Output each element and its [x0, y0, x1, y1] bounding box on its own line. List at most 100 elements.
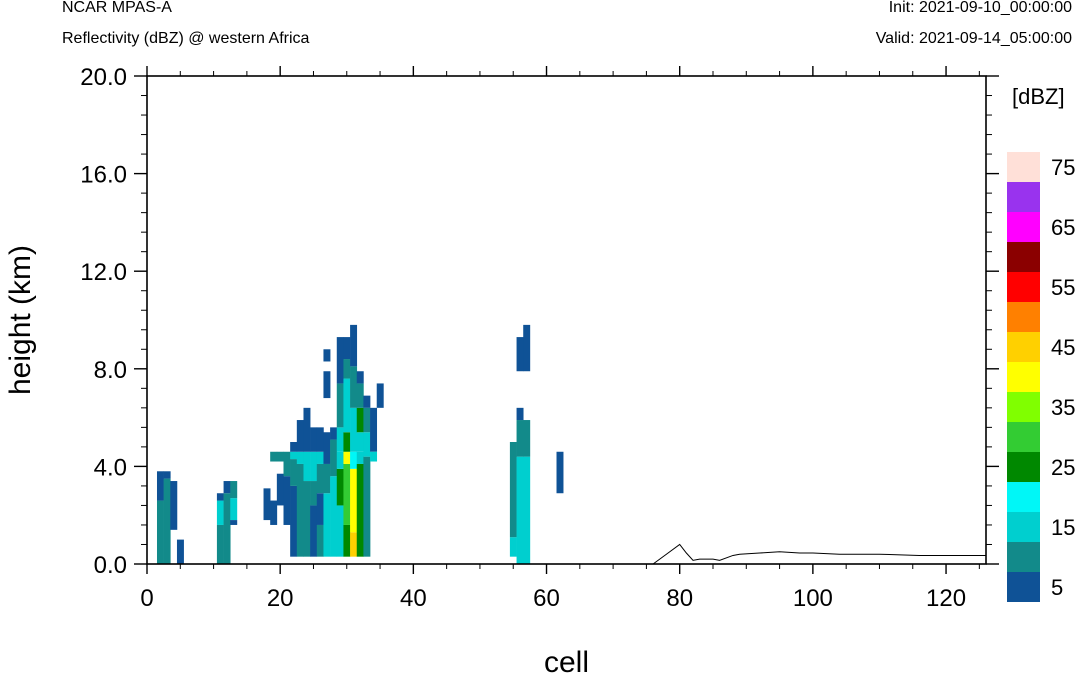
reflectivity-cell	[336, 337, 344, 384]
reflectivity-cell	[363, 432, 371, 457]
reflectivity-cells	[156, 324, 564, 564]
reflectivity-cell	[516, 407, 524, 421]
field-subtitle: Reflectivity (dBZ) @ western Africa	[62, 30, 310, 47]
colorbar-swatch	[1007, 182, 1040, 212]
reflectivity-cell	[290, 485, 298, 557]
reflectivity-cell	[523, 456, 531, 564]
reflectivity-cell	[350, 532, 358, 557]
colorbar-swatch	[1007, 422, 1040, 452]
reflectivity-cell	[310, 481, 318, 506]
reflectivity-cell	[556, 451, 564, 494]
colorbar-swatch	[1007, 542, 1040, 572]
reflectivity-cell	[216, 524, 224, 564]
colorbar-label: 5	[1051, 575, 1063, 600]
x-tick-label: 120	[926, 585, 966, 612]
colorbar-label: 55	[1051, 275, 1075, 300]
colorbar-swatch	[1007, 242, 1040, 272]
reflectivity-cell	[310, 427, 318, 452]
reflectivity-cell	[330, 427, 338, 440]
colorbar-title: [dBZ]	[1012, 84, 1065, 109]
reflectivity-cell	[230, 481, 238, 499]
y-tick-label: 20.0	[80, 64, 127, 91]
reflectivity-cell	[363, 407, 371, 433]
reflectivity-cell	[356, 463, 364, 557]
y-tick-label: 4.0	[94, 454, 127, 481]
reflectivity-cell	[330, 439, 338, 477]
reflectivity-cell	[336, 451, 344, 469]
reflectivity-cell	[343, 432, 351, 452]
reflectivity-cell	[356, 383, 364, 408]
reflectivity-cell	[343, 337, 351, 360]
reflectivity-cell	[276, 451, 284, 462]
reflectivity-cell	[523, 420, 531, 457]
colorbar-swatch	[1007, 392, 1040, 422]
model-title: NCAR MPAS-A	[62, 0, 172, 16]
reflectivity-cell	[516, 456, 524, 564]
reflectivity-cell	[223, 493, 231, 564]
reflectivity-cell	[336, 468, 344, 506]
reflectivity-cell	[343, 524, 351, 557]
reflectivity-cell	[216, 493, 224, 501]
reflectivity-cell	[370, 407, 378, 452]
colorbar-label: 25	[1051, 455, 1075, 480]
reflectivity-cell	[170, 481, 178, 530]
reflectivity-cell	[283, 476, 291, 525]
colorbar: 5 15 25 35 45 55 65 75	[1007, 152, 1075, 602]
y-tick-label: 12.0	[80, 259, 127, 286]
reflectivity-cell	[156, 471, 164, 501]
reflectivity-cell	[516, 420, 524, 457]
colorbar-swatch	[1007, 452, 1040, 482]
x-tick-label: 40	[400, 585, 427, 612]
reflectivity-cell	[356, 407, 364, 433]
colorbar-swatch	[1007, 152, 1040, 182]
reflectivity-cell	[323, 463, 331, 494]
reflectivity-cell	[316, 524, 324, 557]
terrain-line	[147, 543, 986, 565]
reflectivity-cell	[523, 324, 531, 372]
y-axis-label: height (km)	[4, 245, 37, 395]
reflectivity-cell	[509, 442, 517, 538]
reflectivity-cell	[350, 324, 358, 367]
reflectivity-cell	[356, 432, 364, 452]
reflectivity-cell	[323, 493, 331, 557]
reflectivity-cell	[270, 451, 278, 462]
y-tick-label: 0.0	[94, 552, 127, 579]
valid-time: Valid: 2021-09-14_05:00:00	[875, 30, 1072, 47]
reflectivity-cell	[296, 451, 304, 464]
reflectivity-cell	[230, 498, 238, 521]
reflectivity-cell	[356, 451, 364, 464]
reflectivity-cell	[323, 349, 331, 362]
reflectivity-cell	[323, 432, 331, 464]
colorbar-label: 15	[1051, 515, 1075, 540]
reflectivity-cell	[290, 451, 298, 460]
reflectivity-cell	[316, 451, 324, 464]
reflectivity-cell	[363, 456, 371, 557]
colorbar-label: 75	[1051, 155, 1075, 180]
y-tick-label: 8.0	[94, 357, 127, 384]
reflectivity-cell	[516, 337, 524, 372]
reflectivity-cell	[323, 371, 331, 399]
reflectivity-cell	[316, 463, 324, 494]
reflectivity-cell	[343, 451, 351, 464]
x-tick-label: 100	[793, 585, 833, 612]
reflectivity-cell	[310, 505, 318, 557]
reflectivity-cell	[290, 459, 298, 486]
colorbar-label: 45	[1051, 335, 1075, 360]
reflectivity-cell	[296, 463, 304, 557]
colorbar-swatch	[1007, 212, 1040, 242]
reflectivity-cell	[370, 451, 378, 462]
axis-ticks: 0 20 40 60 80 100 120 0.0 4.0 8.0 12.0 16.0 20.0	[80, 64, 999, 612]
reflectivity-cell	[276, 473, 284, 506]
terrain-profile	[147, 543, 986, 565]
x-tick-label: 60	[533, 585, 560, 612]
colorbar-label: 65	[1051, 215, 1075, 240]
reflectivity-cell	[263, 488, 271, 521]
reflectivity-cell	[283, 451, 291, 477]
reflectivity-cell	[156, 500, 164, 564]
reflectivity-cell	[163, 478, 171, 564]
colorbar-swatch	[1007, 272, 1040, 302]
reflectivity-cell	[303, 481, 311, 557]
colorbar-swatch	[1007, 572, 1040, 602]
reflectivity-cell	[350, 407, 358, 452]
